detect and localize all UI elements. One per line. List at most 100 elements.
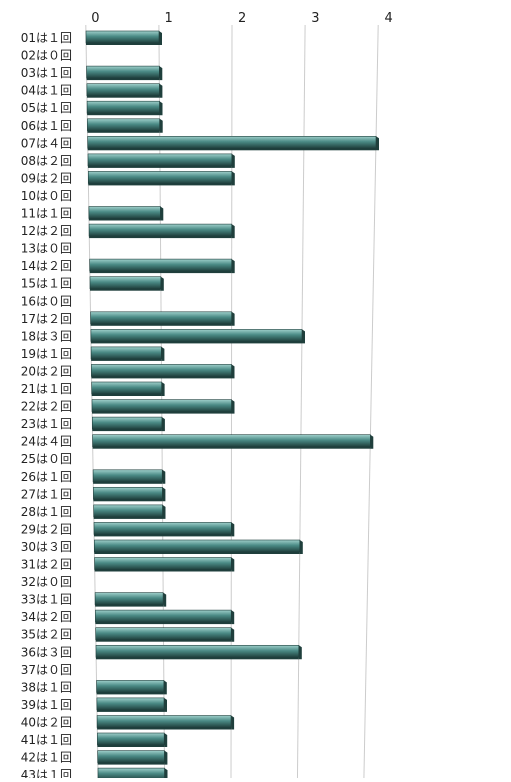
bar bbox=[94, 539, 303, 554]
bar bbox=[95, 609, 235, 625]
category-label: 14は２回 bbox=[21, 259, 72, 273]
category-label: 22は２回 bbox=[21, 400, 72, 414]
bar bbox=[93, 504, 166, 519]
bar bbox=[91, 381, 165, 396]
bar bbox=[89, 276, 164, 291]
category-label: 08は２回 bbox=[21, 154, 72, 168]
bar bbox=[89, 258, 235, 274]
bar-end-cap bbox=[159, 31, 162, 45]
bar-end-cap bbox=[231, 153, 235, 168]
bar-end-cap bbox=[231, 715, 235, 730]
bar bbox=[97, 750, 168, 765]
category-label: 29は２回 bbox=[21, 522, 72, 536]
bar bbox=[95, 627, 235, 642]
category-label: 33は１回 bbox=[21, 593, 72, 607]
bar bbox=[97, 767, 168, 782]
category-label: 12は２回 bbox=[21, 224, 72, 238]
category-label: 01は１回 bbox=[21, 31, 72, 45]
category-label: 38は１回 bbox=[21, 680, 72, 694]
bar bbox=[94, 557, 235, 572]
bar-face bbox=[86, 65, 160, 79]
bar-end-cap bbox=[159, 101, 163, 116]
category-label: 09は２回 bbox=[21, 171, 72, 185]
bar-face bbox=[88, 206, 161, 219]
category-label: 37は０回 bbox=[21, 663, 72, 677]
bar-face bbox=[85, 30, 160, 44]
category-label: 25は０回 bbox=[21, 452, 72, 466]
bar-face bbox=[92, 434, 371, 448]
bar-end-cap bbox=[161, 382, 165, 396]
bar-end-cap bbox=[162, 469, 166, 484]
category-label: 32は０回 bbox=[21, 575, 72, 589]
category-label: 04は１回 bbox=[21, 84, 72, 98]
category-label: 07は４回 bbox=[21, 136, 72, 150]
bar bbox=[87, 153, 235, 168]
bar-end-cap bbox=[160, 206, 164, 221]
bar-end-cap bbox=[161, 417, 165, 432]
bar-end-cap bbox=[302, 329, 305, 344]
category-label: 06は１回 bbox=[21, 119, 72, 133]
x-tick-label: 4 bbox=[385, 11, 393, 26]
bar bbox=[96, 697, 167, 712]
category-label: 31は２回 bbox=[21, 558, 72, 572]
bar-end-cap bbox=[159, 83, 163, 98]
category-label: 21は１回 bbox=[21, 382, 72, 396]
bar bbox=[92, 469, 166, 484]
bar bbox=[87, 118, 163, 133]
category-label: 20は２回 bbox=[21, 364, 72, 378]
bar-end-cap bbox=[160, 276, 164, 291]
bar-face bbox=[95, 627, 232, 641]
bar-end-cap bbox=[370, 434, 374, 449]
category-label: 23は１回 bbox=[21, 417, 72, 431]
bar-face bbox=[96, 680, 165, 693]
bar-end-cap bbox=[299, 540, 303, 554]
bar-face bbox=[93, 486, 163, 500]
bar-end-cap bbox=[376, 136, 379, 151]
bar-face bbox=[91, 399, 232, 412]
bar-face bbox=[86, 83, 160, 96]
bar-face bbox=[94, 557, 232, 570]
bar-face bbox=[93, 504, 163, 518]
bar bbox=[86, 65, 163, 81]
bar bbox=[96, 680, 167, 695]
bar-end-cap bbox=[161, 346, 165, 361]
bar-face bbox=[88, 171, 233, 184]
bar-end-cap bbox=[231, 311, 235, 326]
bar bbox=[88, 206, 164, 221]
bar bbox=[88, 171, 235, 186]
category-label: 27は１回 bbox=[21, 487, 72, 501]
bar-end-cap bbox=[231, 522, 235, 537]
category-label: 40は２回 bbox=[21, 716, 72, 730]
category-label: 16は０回 bbox=[21, 294, 72, 308]
bar bbox=[93, 486, 166, 502]
bar-face bbox=[88, 223, 233, 237]
bar-end-cap bbox=[162, 504, 166, 519]
bar-face bbox=[87, 118, 160, 132]
bar bbox=[96, 715, 235, 730]
bar bbox=[86, 100, 163, 116]
bar-face bbox=[89, 276, 162, 290]
bar-end-cap bbox=[164, 750, 168, 765]
bar-end-cap bbox=[164, 768, 168, 782]
category-label: 26は１回 bbox=[21, 470, 72, 484]
bar-end-cap bbox=[163, 680, 167, 695]
bar bbox=[91, 399, 235, 414]
bar-face bbox=[97, 732, 165, 746]
bar bbox=[90, 329, 305, 344]
bar-face bbox=[94, 539, 301, 553]
bar-end-cap bbox=[231, 399, 235, 414]
bar bbox=[85, 30, 162, 45]
category-label: 10は０回 bbox=[21, 189, 72, 203]
category-labels: 01は１回 02は０回 03は１回 04は１回 05は１回 06は１回 07は４回 08は２回… bbox=[21, 31, 72, 782]
category-label: 34は２回 bbox=[21, 610, 72, 624]
x-tick-label: 1 bbox=[165, 11, 173, 26]
bar-face bbox=[97, 767, 165, 781]
bar-face bbox=[90, 346, 162, 360]
bar-face bbox=[89, 258, 232, 272]
bar-end-cap bbox=[164, 697, 167, 712]
bar-face bbox=[93, 522, 232, 535]
bar-face bbox=[95, 644, 300, 658]
bar-face bbox=[96, 715, 232, 728]
category-label: 41は１回 bbox=[21, 733, 72, 747]
bar-face bbox=[92, 416, 163, 430]
